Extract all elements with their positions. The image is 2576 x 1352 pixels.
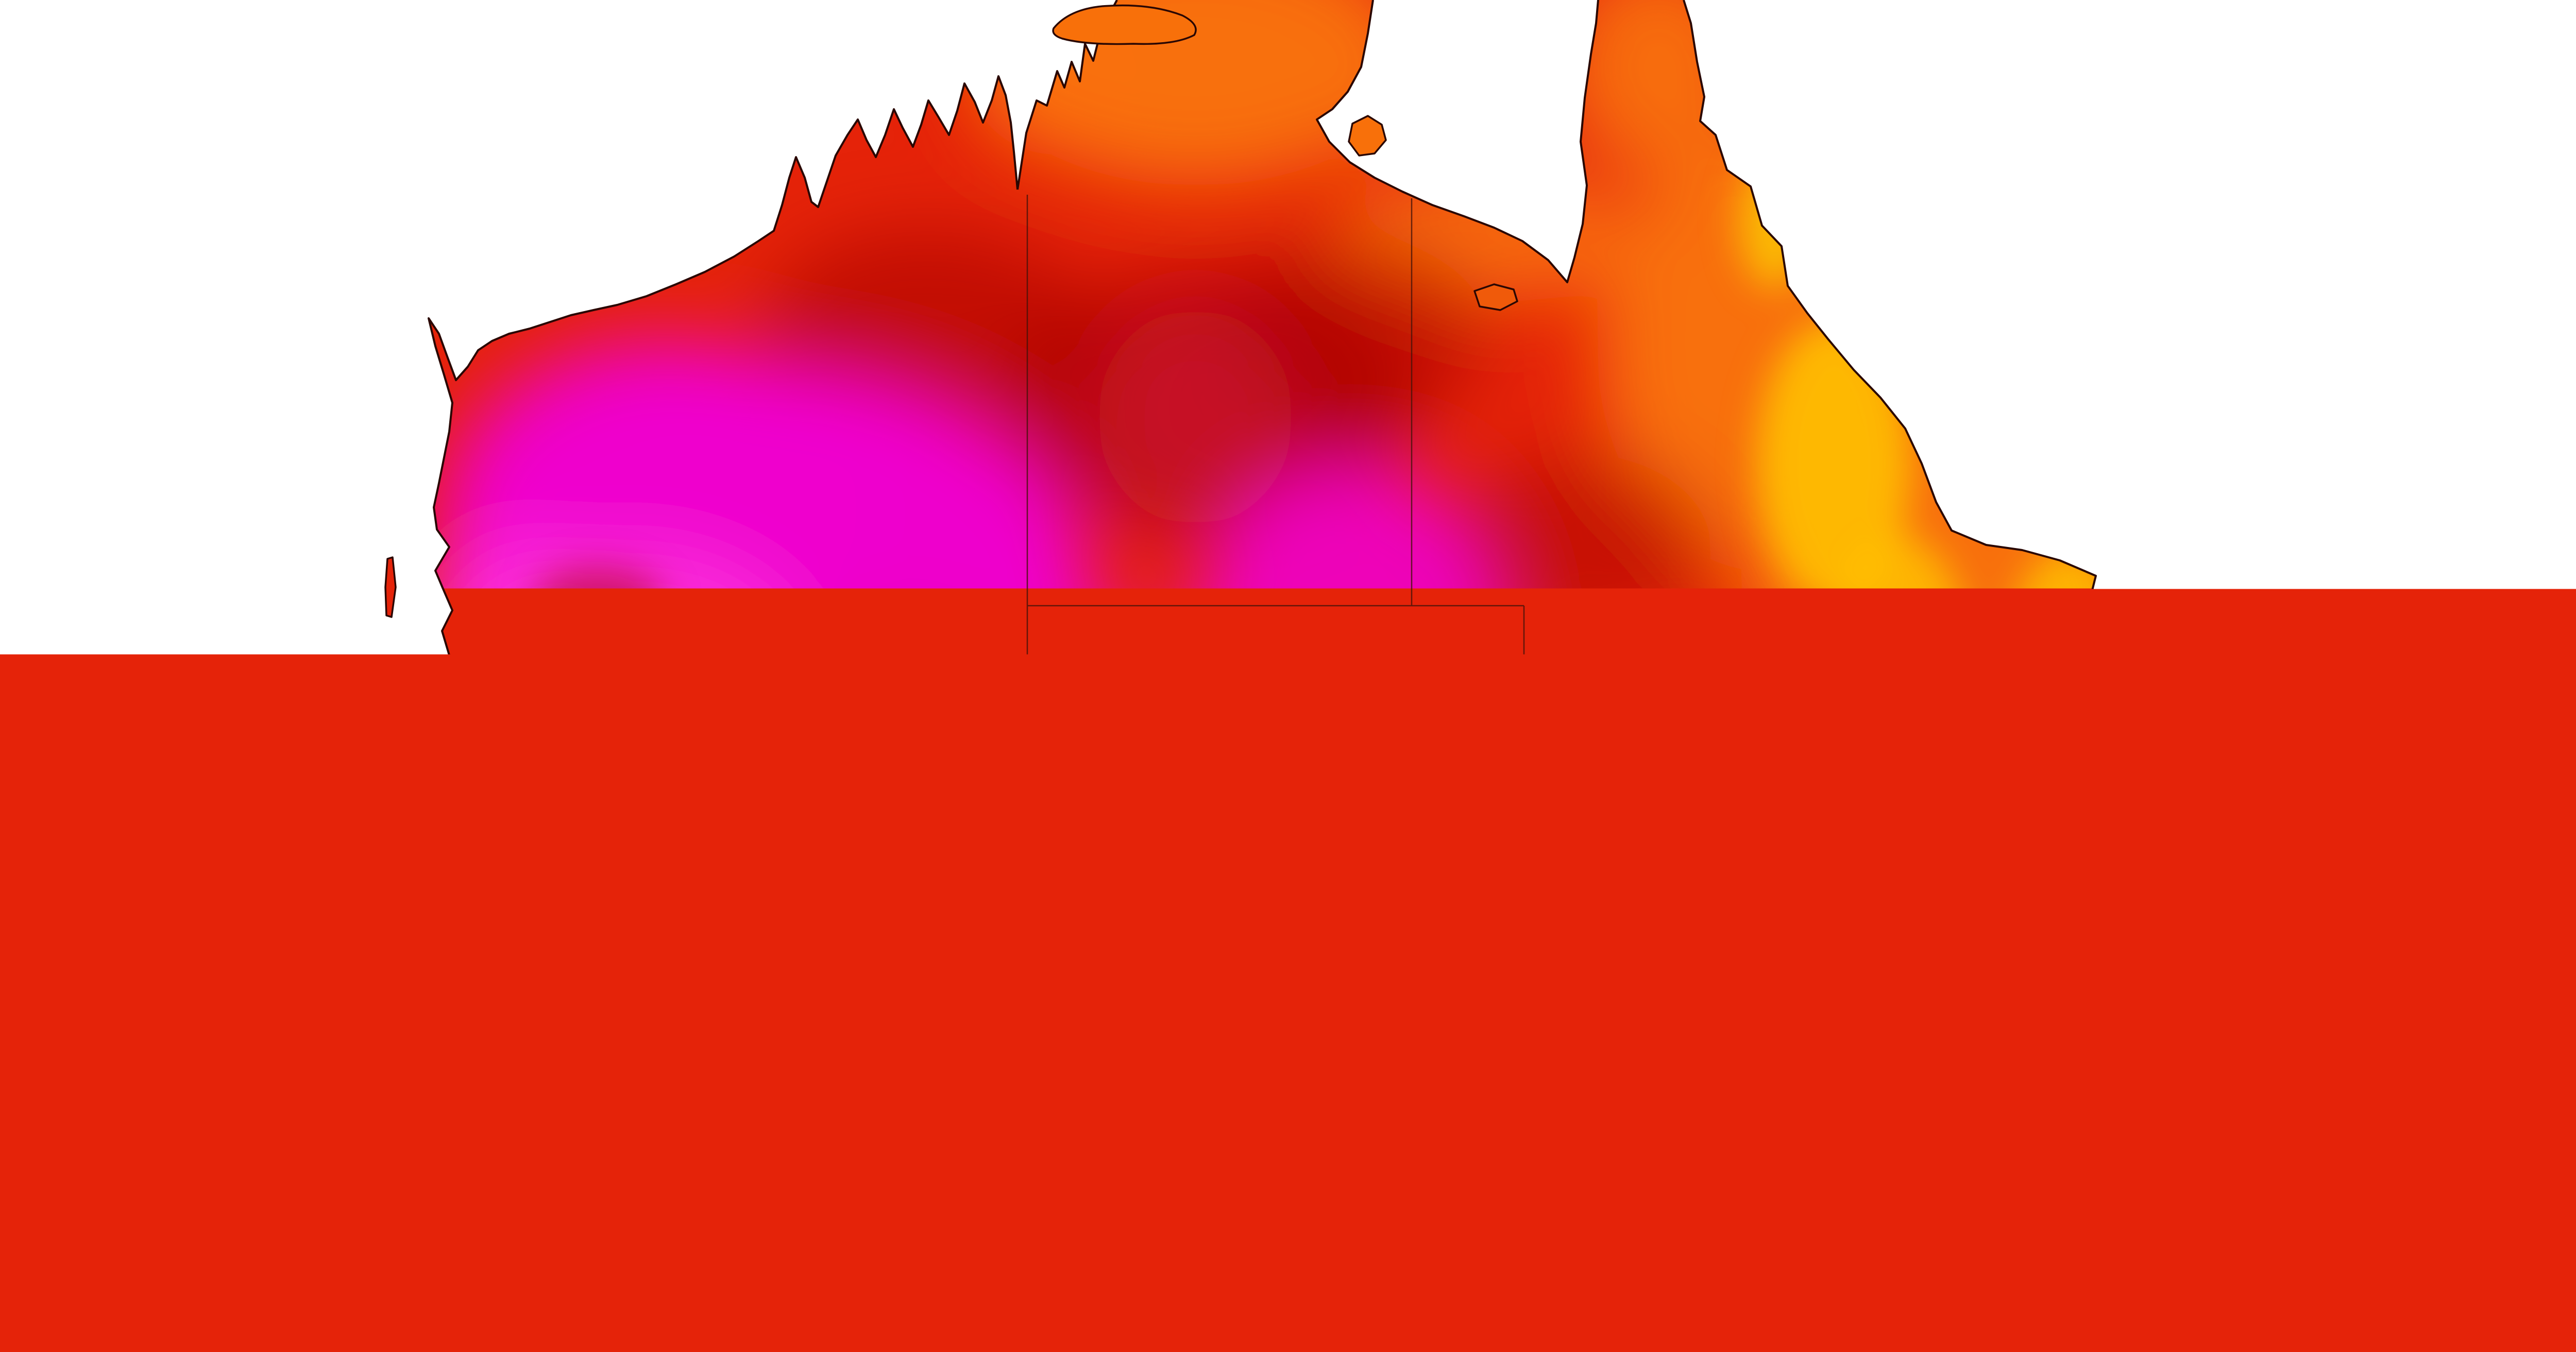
logo-bar-top [2484, 1199, 2500, 1247]
heat-blob [1097, 309, 1293, 525]
heat-blob [1577, 979, 1752, 1102]
heat-blob [531, 567, 665, 639]
logo-bar-left [2435, 1232, 2482, 1246]
logo-bar-bottom [2467, 1249, 2482, 1296]
logo-bar-right [2485, 1250, 2531, 1264]
australia-temperature-map [0, 0, 2576, 1352]
heat-blob [1633, 690, 1870, 855]
heat-blob [1834, 536, 1968, 773]
temperature-map-page [0, 0, 2576, 1352]
heat-blob [809, 623, 994, 726]
island-king [1625, 1229, 1641, 1261]
heat-blob [1309, 778, 1566, 973]
